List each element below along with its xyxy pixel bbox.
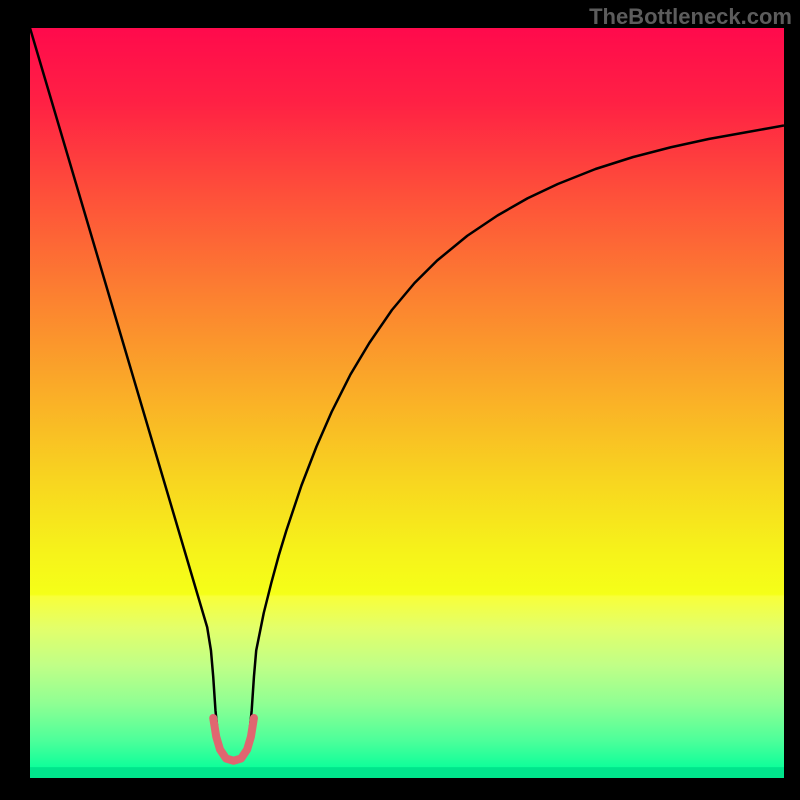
watermark-text: TheBottleneck.com <box>589 4 792 30</box>
chart-svg <box>30 28 784 778</box>
bottleneck-chart <box>30 28 784 778</box>
